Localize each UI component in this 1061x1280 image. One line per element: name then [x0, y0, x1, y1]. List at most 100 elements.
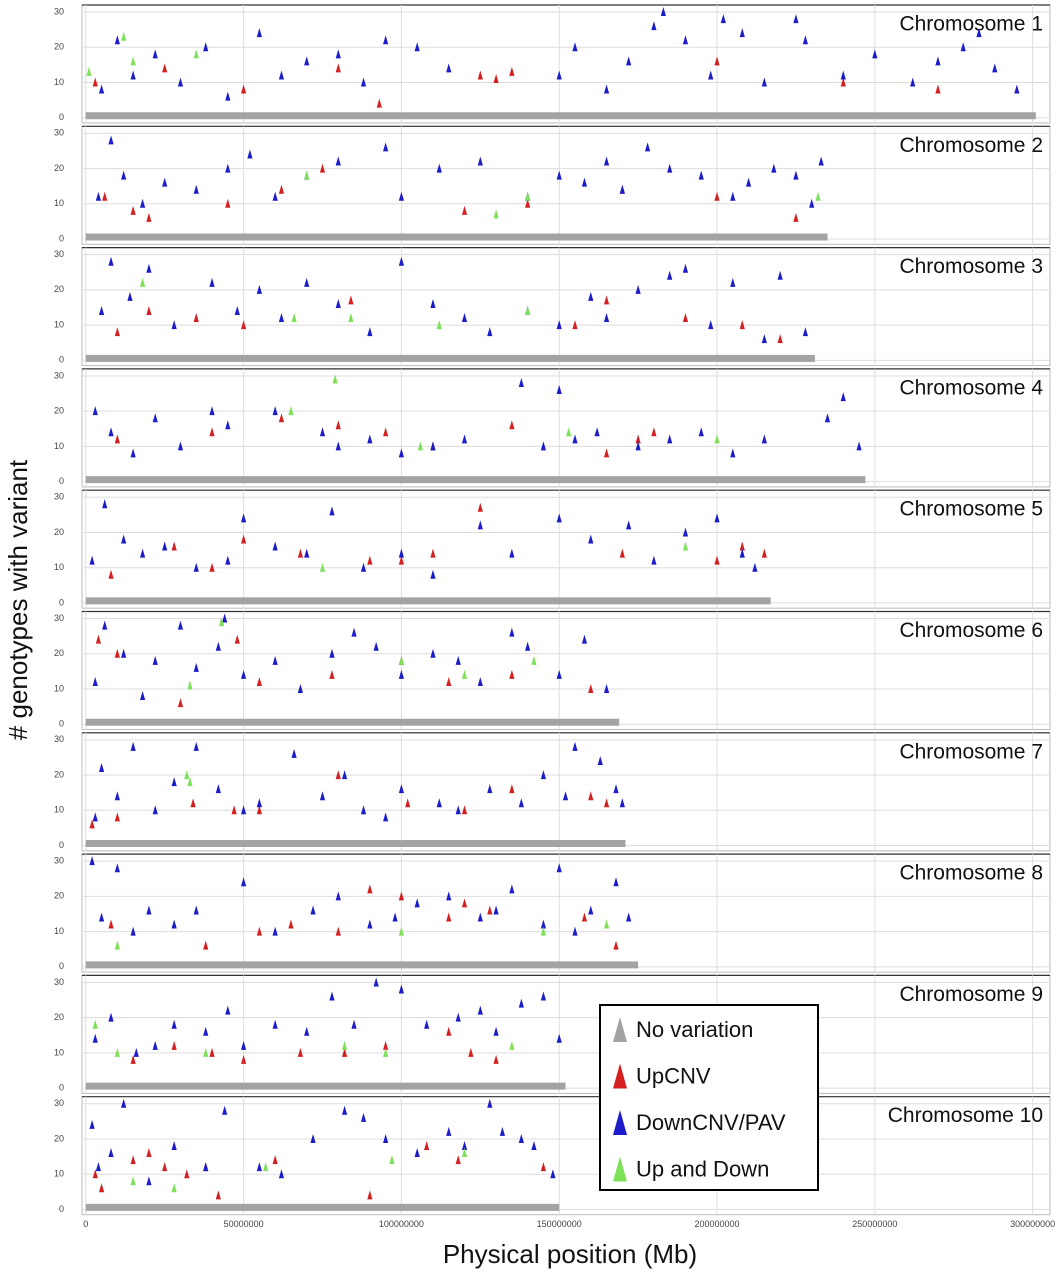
chart-title: Chromosome 5	[899, 498, 1043, 521]
variant-marker	[234, 306, 240, 316]
y-tick-label: 30	[54, 613, 64, 623]
y-tick-label: 30	[54, 977, 64, 987]
variant-marker	[739, 548, 745, 558]
variant-marker	[518, 998, 524, 1008]
variant-marker	[108, 427, 114, 437]
variant-marker	[771, 163, 777, 173]
variant-marker	[108, 135, 114, 145]
variant-marker	[635, 434, 641, 444]
y-tick-label: 10	[54, 805, 64, 815]
variant-marker	[581, 177, 588, 187]
chart-title: Chromosome 10	[888, 1104, 1043, 1127]
variant-marker	[367, 555, 373, 565]
variant-marker	[556, 669, 562, 679]
variant-marker	[430, 298, 436, 308]
variant-marker	[383, 1133, 389, 1143]
variant-marker	[597, 755, 603, 765]
variant-marker	[171, 1183, 177, 1193]
variant-marker	[193, 662, 199, 672]
variant-marker	[92, 812, 98, 822]
variant-marker	[414, 898, 420, 908]
legend-marker	[613, 1156, 627, 1182]
variant-marker	[171, 320, 177, 330]
variant-marker	[487, 327, 493, 337]
variant-marker	[992, 63, 998, 73]
variant-marker	[588, 534, 594, 544]
variant-marker	[203, 42, 209, 52]
x-tick-label: 150000000	[537, 1219, 582, 1229]
variant-marker	[446, 676, 452, 686]
y-tick-label: 20	[54, 406, 64, 416]
variant-marker	[329, 991, 335, 1001]
variant-marker	[335, 298, 341, 308]
variant-marker	[414, 1148, 420, 1158]
variant-marker	[184, 770, 190, 780]
variant-marker	[193, 741, 199, 751]
variant-marker	[499, 1126, 506, 1136]
variant-marker	[304, 1026, 310, 1036]
variant-marker	[446, 912, 452, 922]
variant-marker	[139, 548, 146, 558]
variant-marker	[193, 313, 199, 323]
variant-marker	[351, 627, 357, 637]
variant-marker	[162, 1162, 168, 1172]
variant-marker	[793, 212, 799, 222]
variant-marker	[398, 555, 405, 565]
variant-marker	[698, 170, 704, 180]
chart-title: Chromosome 4	[899, 376, 1043, 399]
variant-marker	[793, 170, 799, 180]
variant-marker	[840, 70, 846, 80]
variant-marker	[234, 634, 240, 644]
variant-marker	[367, 919, 373, 929]
variant-marker	[335, 49, 341, 59]
variant-marker	[171, 777, 177, 787]
variant-marker	[383, 812, 389, 822]
y-tick-label: 20	[54, 163, 64, 173]
variant-marker	[667, 163, 673, 173]
variant-marker	[215, 784, 221, 794]
variant-marker	[487, 784, 493, 794]
variant-marker	[398, 256, 405, 266]
variant-marker	[588, 291, 594, 301]
variant-marker	[121, 648, 127, 658]
y-tick-label: 10	[54, 562, 64, 572]
variant-marker	[556, 320, 562, 330]
variant-marker	[446, 1026, 452, 1036]
variant-marker	[263, 1162, 269, 1172]
variant-marker	[209, 562, 215, 572]
variant-marker	[297, 683, 304, 693]
variant-marker	[367, 884, 373, 894]
chart-title: Chromosome 1	[899, 13, 1043, 36]
variant-marker	[525, 198, 531, 208]
variant-marker	[278, 1169, 285, 1179]
variant-marker	[525, 641, 531, 651]
variant-marker	[461, 898, 468, 908]
variant-marker	[89, 555, 95, 565]
variant-marker	[613, 784, 619, 794]
variant-marker	[477, 676, 483, 686]
variant-marker	[360, 805, 367, 815]
variant-marker	[572, 42, 578, 52]
variant-marker	[86, 66, 92, 76]
variant-marker	[373, 641, 379, 651]
variant-marker	[240, 805, 247, 815]
variant-marker	[414, 42, 420, 52]
variant-marker	[594, 427, 600, 437]
variant-marker	[461, 313, 468, 323]
variant-marker	[367, 1190, 373, 1200]
variant-marker	[177, 620, 184, 630]
variant-marker	[739, 541, 745, 551]
variant-marker	[203, 940, 209, 950]
legend-box	[599, 1004, 819, 1191]
variant-marker	[436, 798, 442, 808]
variant-marker	[588, 905, 594, 915]
panel: 0 10 20 30 Chromosome 1	[54, 4, 1051, 124]
variant-marker	[114, 863, 120, 873]
variant-marker	[455, 1155, 461, 1165]
variant-marker	[910, 77, 916, 87]
panel: 0 10 20 30 Chromosome 7	[54, 732, 1051, 852]
variant-marker	[730, 191, 736, 201]
panel: 0 10 20 30 Chromosome 6	[54, 610, 1051, 730]
variant-marker	[613, 877, 619, 887]
variant-marker	[477, 1005, 483, 1015]
